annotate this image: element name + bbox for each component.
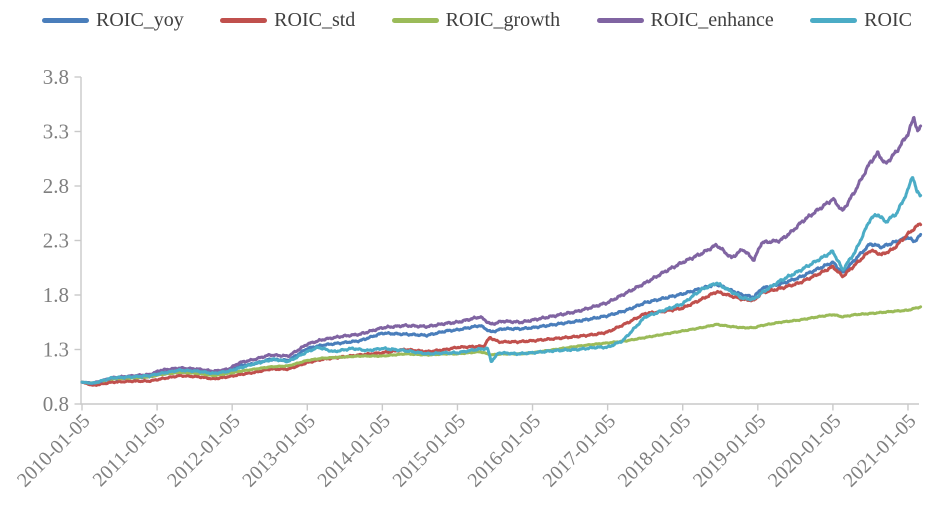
series-line-ROIC_yoy: [80, 232, 923, 386]
x-axis-tick-label: 2020-01-05: [764, 410, 846, 492]
y-axis-tick-label: 2.8: [43, 174, 69, 198]
legend-item-roic-growth: ROIC_growth: [391, 8, 561, 32]
y-axis-tick-label: 3.8: [43, 65, 69, 89]
legend-swatch-roic-growth: [391, 17, 439, 23]
x-axis-tick-label: 2018-01-05: [614, 410, 696, 492]
legend-item-roic: ROIC: [810, 9, 912, 32]
legend-label-roic-enhance: ROIC_enhance: [650, 8, 774, 31]
x-axis-tick-label: 2013-01-05: [238, 410, 320, 492]
legend-swatch-roic-yoy: [42, 17, 89, 23]
series-line-ROIC_std: [80, 222, 923, 387]
y-axis-tick-label: 3.3: [43, 120, 69, 144]
y-axis-tick-label: 1.8: [43, 283, 69, 307]
legend-label-roic-yoy: ROIC_yoy: [96, 8, 184, 31]
series-line-ROIC: [80, 176, 923, 385]
legend-label-roic-growth: ROIC_growth: [445, 8, 561, 31]
legend-swatch-roic-enhance: [596, 17, 644, 23]
y-axis-tick-label: 2.3: [43, 229, 69, 253]
x-axis-tick-label: 2012-01-05: [163, 410, 245, 492]
y-axis-tick-label: 1.3: [43, 338, 69, 362]
x-axis-tick-label: 2019-01-05: [689, 410, 771, 492]
x-axis-tick-label: 2016-01-05: [464, 410, 546, 492]
legend-item-roic-enhance: ROIC_enhance: [596, 8, 774, 32]
y-axis-tick-label: 0.8: [43, 392, 69, 416]
legend-item-roic-std: ROIC_std: [220, 9, 355, 32]
x-axis-tick-label: 2021-01-05: [839, 410, 921, 492]
legend-label-roic-std: ROIC_std: [274, 8, 356, 31]
legend-swatch-roic-std: [220, 17, 268, 23]
legend-label-roic: ROIC: [864, 8, 912, 31]
chart-legend: ROIC_yoy ROIC_std ROIC_growth ROIC_enhan…: [42, 7, 912, 33]
x-axis-tick-label: 2014-01-05: [313, 410, 395, 492]
legend-item-roic-yoy: ROIC_yoy: [42, 9, 184, 32]
x-axis-tick-label: 2017-01-05: [539, 410, 621, 492]
x-axis-tick-label: 2015-01-05: [388, 410, 470, 492]
x-axis-tick-label: 2011-01-05: [89, 410, 170, 491]
legend-swatch-roic: [810, 17, 858, 23]
x-axis-tick-label: 2010-01-05: [13, 410, 95, 492]
